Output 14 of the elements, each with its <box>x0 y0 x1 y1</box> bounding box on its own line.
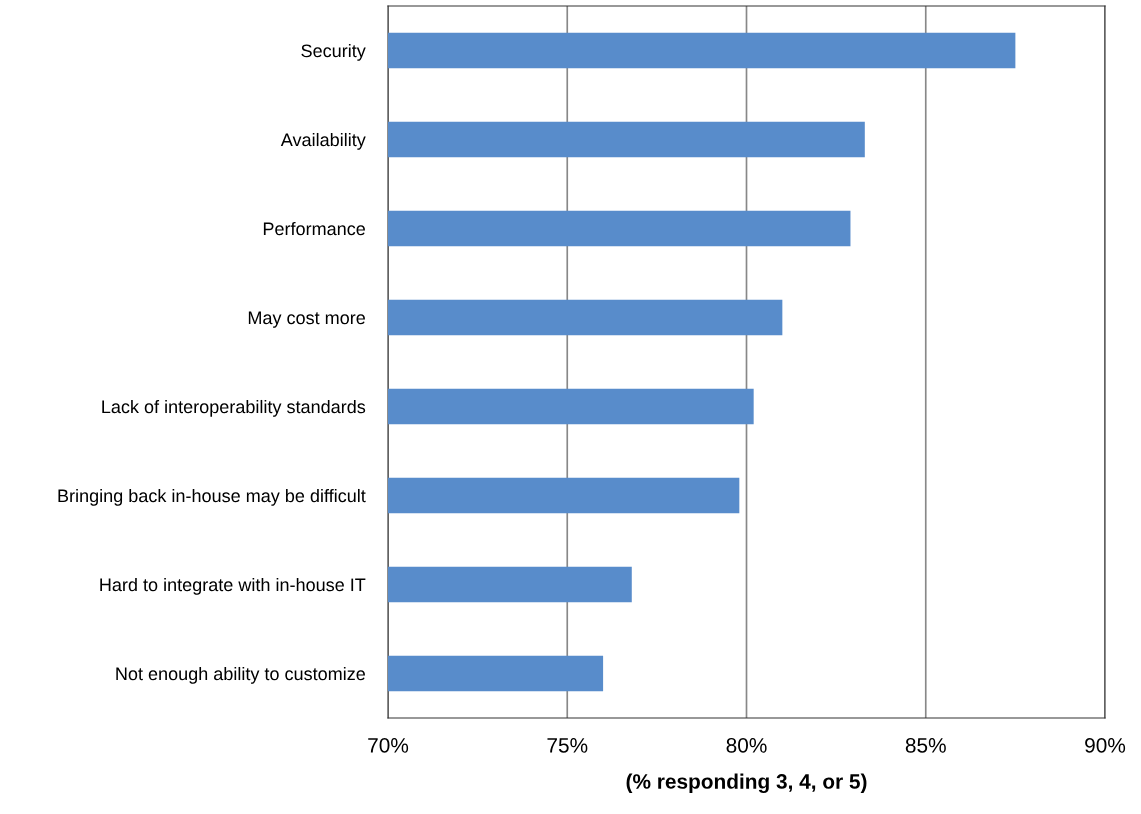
y-tick-label: Security <box>301 43 366 61</box>
y-tick-label: Lack of interoperability standards <box>102 399 366 417</box>
y-tick-label: Hard to integrate with in-house IT <box>100 577 366 595</box>
y-tick-label: Availability <box>280 132 366 150</box>
x-tick-label: 85% <box>905 737 946 753</box>
y-tick-label: May cost more <box>248 311 365 328</box>
y-tick-label: Performance <box>263 221 365 236</box>
x-tick-label: 70% <box>368 737 409 753</box>
x-tick-label: 80% <box>726 737 767 753</box>
x-tick-label: 75% <box>547 738 588 753</box>
y-tick-label: Bringing back in-house may be difficult <box>58 488 366 506</box>
x-axis-title: (% responding 3, 4, or 5) <box>626 773 867 794</box>
y-tick-label: Not enough ability to customize <box>116 666 365 684</box>
x-tick-label: 90% <box>1085 737 1126 753</box>
